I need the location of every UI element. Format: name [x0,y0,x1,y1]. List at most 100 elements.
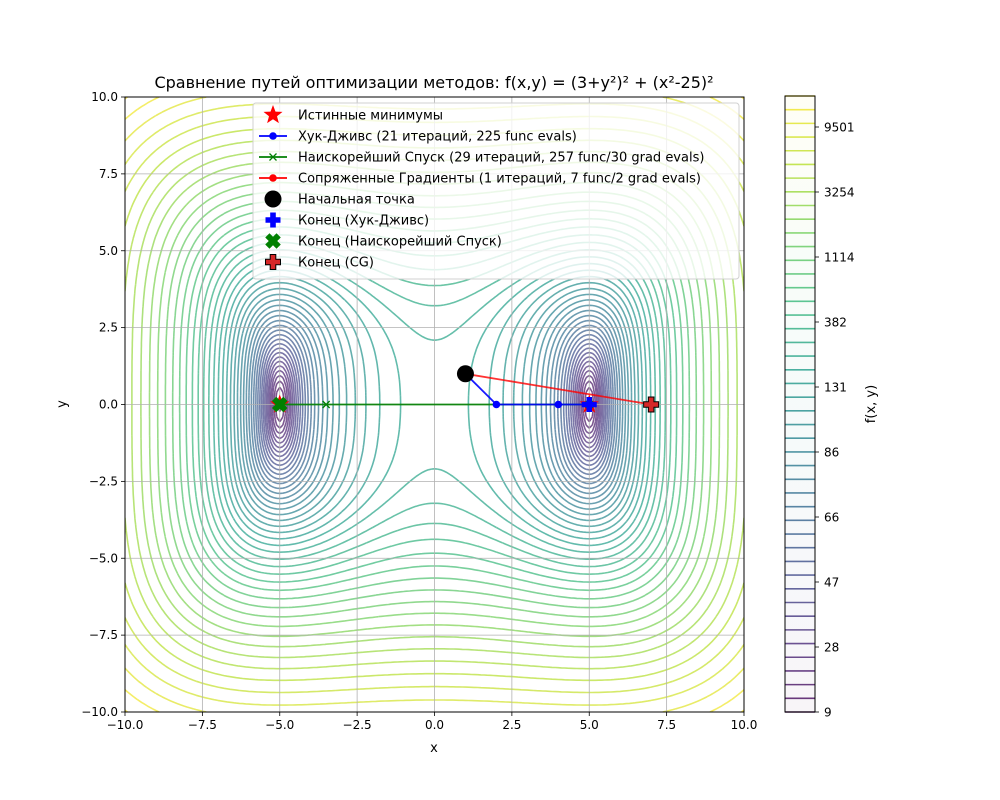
colorbar-tick-label: 131 [824,381,847,395]
legend-label: Конец (Наискорейший Спуск) [298,235,502,250]
y-axis-label: y [55,400,70,408]
legend-marker [269,153,277,161]
legend-marker [265,233,281,249]
series-4 [456,365,474,383]
contour-level [262,347,607,462]
x-tick-label: −2.5 [343,718,372,732]
chart-title: Сравнение путей оптимизации методов: f(x… [154,73,713,92]
contour-level [233,287,636,522]
contour-level [259,338,610,471]
series-point [554,400,563,409]
contour-level [242,304,627,505]
colorbar: 9 28 47 66 86 131 382 1114 3254 9501 f(x, y) [784,95,879,720]
x-axis-label: x [430,741,438,756]
series-5 [581,397,597,412]
y-tick-label: 0.0 [99,398,118,412]
colorbar-tick-label: 66 [824,511,839,525]
legend-marker [263,105,283,124]
legend-item: Конец (Хук-Дживс) [265,212,429,229]
x-tick-label: −5.0 [265,718,294,732]
contour-level [221,269,648,540]
contour-level [125,97,744,712]
legend-marker [269,174,277,182]
legend-label: Наискорейший Спуск (29 итераций, 257 fun… [298,151,704,166]
contour-level [255,329,614,480]
legend-item: Наискорейший Спуск (29 итераций, 257 fun… [259,151,704,166]
legend-item: Сопряженные Градиенты (1 итераций, 7 fun… [259,172,701,187]
colorbar-tick-label: 47 [824,576,839,590]
legend-item: Конец (Наискорейший Спуск) [265,233,502,250]
legend-label: Конец (CG) [298,256,374,271]
legend-label: Начальная точка [298,193,415,208]
colorbar-tick-label: 382 [824,316,847,330]
legend-marker [265,212,281,228]
x-tick-label: 7.5 [657,718,676,732]
contour-level [229,281,640,528]
colorbar-label: f(x, y) [864,385,879,423]
optimization-paths [270,365,660,413]
colorbar-tick-label: 1114 [824,251,855,265]
x-tick-label: −10.0 [107,718,144,732]
colorbar-tick-label: 9501 [824,121,855,135]
contour-level [125,97,744,712]
series-1 [461,369,594,409]
y-tick-label: −2.5 [89,474,118,488]
y-tick-label: 5.0 [99,244,118,258]
series-marker [271,396,288,413]
series-7 [643,396,660,413]
series-6 [271,396,288,413]
legend-marker [269,132,277,140]
x-tick-label: 10.0 [731,718,758,732]
contour-level [245,309,624,500]
colorbar-tick-label: 3254 [824,186,855,200]
series-marker [643,396,660,413]
x-tick-label: 5.0 [580,718,599,732]
contour-level [257,333,612,476]
y-tick-label: −5.0 [89,551,118,565]
series-line [464,373,590,406]
y-tick-label: 2.5 [99,321,118,335]
legend-label: Конец (Хук-Дживс) [298,214,429,229]
colorbar-tick-label: 86 [824,446,839,460]
y-axis-ticks: −10.0 −7.5 −5.0 −2.5 0.0 2.5 5.0 7.5 10.0 [81,90,125,719]
x-tick-label: 2.5 [502,718,521,732]
x-tick-label: −7.5 [188,718,217,732]
legend-marker [264,190,282,208]
contour-level [271,374,598,435]
series-marker [581,397,597,412]
x-tick-label: 0.0 [425,718,444,732]
contour-level [250,319,619,490]
contour-level [268,365,601,444]
y-tick-label: −10.0 [81,705,118,719]
colorbar-tick-label: 9 [824,706,832,720]
legend-item: Конец (CG) [265,254,374,271]
series-line [465,372,652,406]
colorbar-ticks: 9 28 47 66 86 131 382 1114 3254 9501 [815,121,855,720]
legend-item: Истинные минимумы [263,105,443,124]
legend-marker [265,254,281,270]
legend-label: Хук-Дживс (21 итераций, 225 func evals) [298,130,577,145]
series-marker-shape [271,396,288,413]
legend-item: Хук-Дживс (21 итераций, 225 func evals) [259,130,577,145]
contour-level [252,324,617,485]
colorbar-fill [785,96,815,712]
legend-item: Начальная точка [264,190,415,208]
legend: Истинные минимумы Хук-Дживс (21 итераций,… [252,102,740,280]
series-point [322,400,331,409]
colorbar-frame [784,95,816,713]
contour-level [264,351,605,458]
legend-label: Сопряженные Градиенты (1 итераций, 7 fun… [298,172,701,187]
y-tick-label: 7.5 [99,167,118,181]
series-marker [456,365,474,383]
y-tick-label: 10.0 [91,90,118,104]
contour-level [225,275,644,534]
y-tick-label: −7.5 [89,628,118,642]
series-point [492,400,501,409]
colorbar-tick-label: 28 [824,641,839,655]
legend-box [252,102,740,280]
legend-marker-shape [265,233,281,249]
legend-label: Истинные минимумы [298,109,443,124]
contour-level [236,293,633,516]
contour-level [265,356,604,453]
